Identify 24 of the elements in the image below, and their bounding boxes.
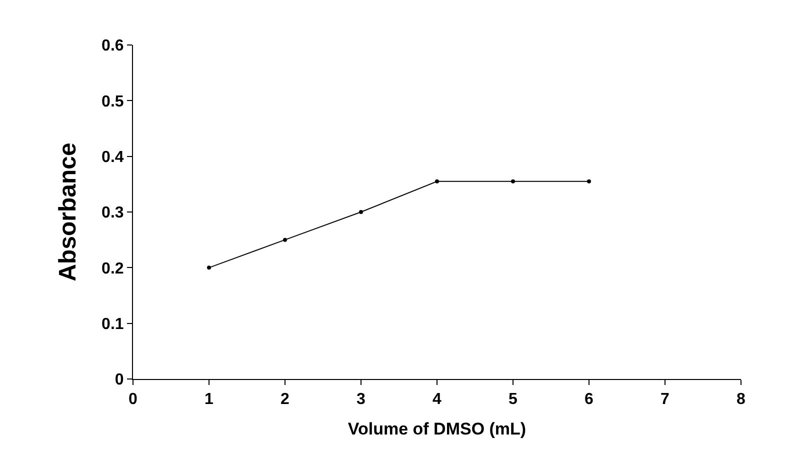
x-tick-label: 0 <box>128 391 138 408</box>
x-axis-title: Volume of DMSO (mL) <box>348 420 526 439</box>
point <box>359 210 363 214</box>
y-tick-label: 0.4 <box>102 148 124 166</box>
y-tick-label: 0.3 <box>102 204 124 222</box>
point <box>511 179 515 184</box>
y-tick-label: 0.1 <box>102 316 124 333</box>
x-tick-label: 1 <box>204 391 214 408</box>
x-tick-label: 3 <box>356 391 366 408</box>
x-tick-label: 2 <box>280 391 290 408</box>
point <box>207 266 211 270</box>
x-tick-label: 7 <box>660 391 670 408</box>
point <box>435 179 439 184</box>
x-tick-label: 8 <box>736 391 746 408</box>
y-tick-label: 0.6 <box>102 38 124 55</box>
x-tick-label: 4 <box>432 391 442 408</box>
y-axis-title: Absorbance <box>54 142 82 282</box>
y-tick-label: 0.2 <box>102 260 124 278</box>
point <box>283 238 287 242</box>
x-tick-label: 5 <box>508 391 518 408</box>
y-tick-label: 0.5 <box>102 93 124 110</box>
point <box>587 179 591 184</box>
x-tick-label: 6 <box>584 391 594 408</box>
y-tick-label: 0 <box>114 372 124 389</box>
